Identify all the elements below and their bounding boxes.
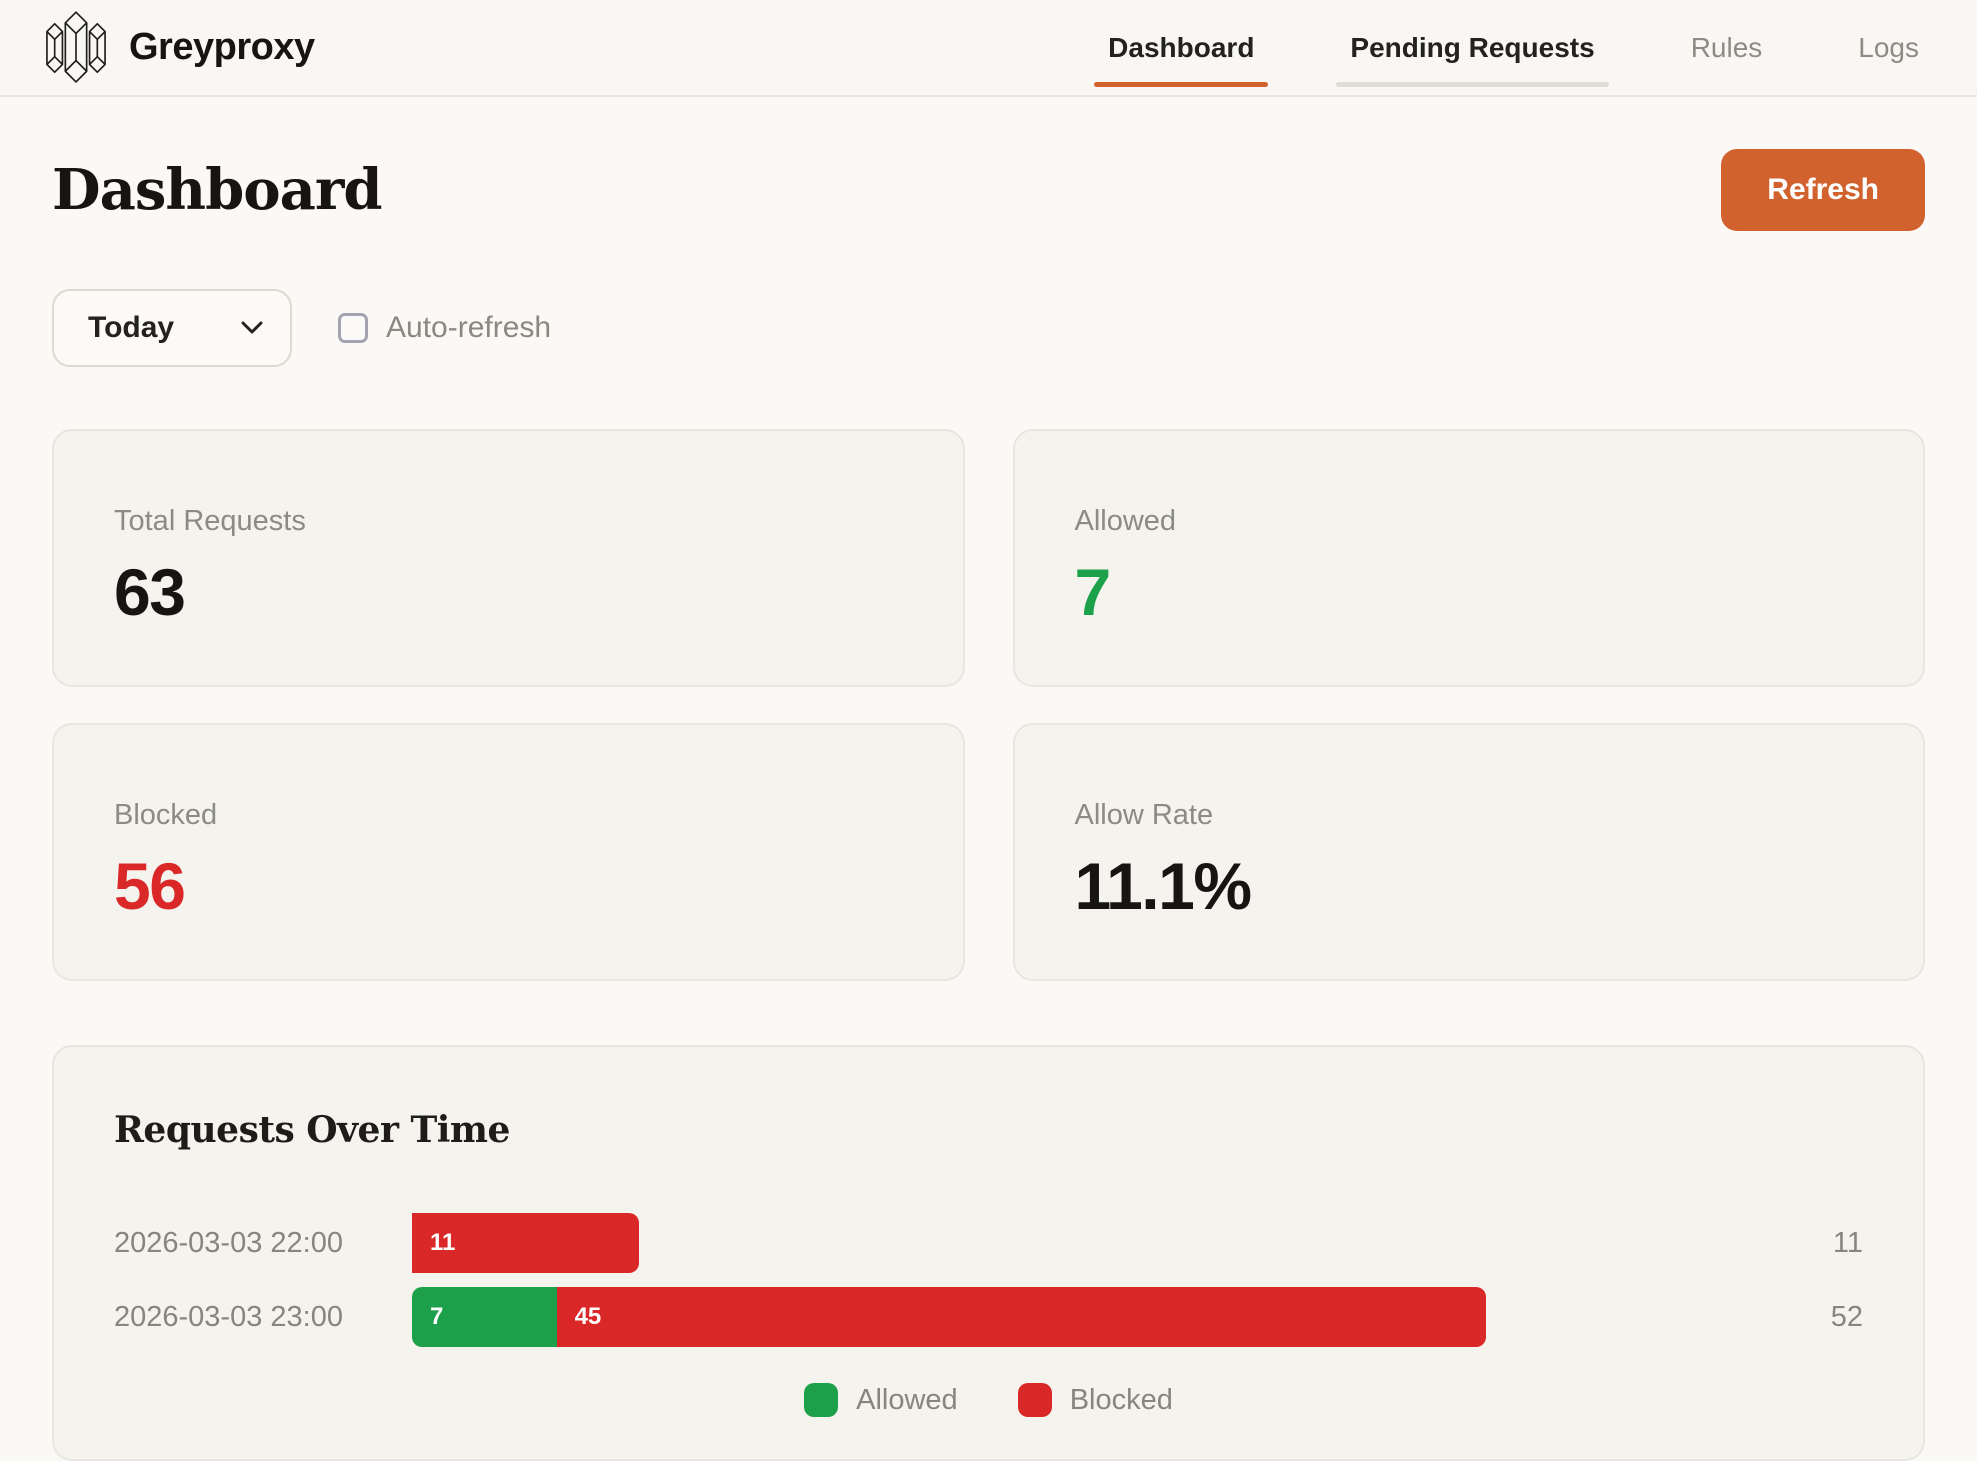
time-range-selected-value: Today — [88, 311, 175, 344]
stat-label: Blocked — [114, 799, 218, 831]
auto-refresh-checkbox[interactable] — [338, 313, 368, 343]
nav-item-label: Dashboard — [1108, 31, 1255, 63]
legend-item-allowed: Allowed — [804, 1383, 958, 1417]
stat-value: 63 — [114, 555, 186, 629]
allowed-legend-swatch — [804, 1383, 839, 1417]
top-navigation-bar: Greyproxy Dashboard Pending Requests Rul… — [0, 0, 1977, 97]
segment-value: 11 — [430, 1229, 456, 1256]
stat-label: Total Requests — [114, 505, 306, 537]
bar-row-label: 2026-03-03 22:00 — [114, 1226, 343, 1259]
chart-legend: Allowed Blocked — [114, 1383, 1863, 1429]
allowed-bar-segment: 7 — [412, 1287, 557, 1347]
legend-label: Allowed — [856, 1383, 958, 1416]
nav-item-logs[interactable]: Logs — [1858, 0, 1919, 95]
segment-value: 7 — [430, 1303, 444, 1330]
auto-refresh-label: Auto-refresh — [386, 311, 552, 344]
bar-chart: 2026-03-03 22:00 11 11 2026-03-03 23:00 … — [114, 1213, 1863, 1347]
legend-item-blocked: Blocked — [1017, 1383, 1173, 1417]
brand-home-link[interactable]: Greyproxy — [45, 10, 315, 86]
bar-track: 7 45 — [412, 1287, 1486, 1347]
nav-item-pending-requests[interactable]: Pending Requests — [1336, 0, 1609, 95]
dashboard-controls: Today Auto-refresh — [52, 289, 1925, 367]
nav-item-label: Pending Requests — [1350, 31, 1595, 63]
stat-value: 11.1% — [1074, 849, 1252, 923]
nav-item-label: Rules — [1690, 31, 1763, 63]
brand-name: Greyproxy — [129, 26, 315, 68]
stat-card-allow-rate: Allow Rate 11.1% — [1012, 723, 1925, 981]
main-nav: Dashboard Pending Requests Rules Logs — [1012, 0, 1919, 95]
bar-row-22-00: 2026-03-03 22:00 11 11 — [114, 1213, 1863, 1273]
stat-card-blocked: Blocked 56 — [52, 723, 965, 981]
segment-value: 45 — [574, 1303, 602, 1330]
stat-card-allowed: Allowed 7 — [1012, 429, 1925, 687]
bar-row-label: 2026-03-03 23:00 — [114, 1300, 343, 1333]
bar-row-total: 52 — [1830, 1300, 1863, 1333]
stat-value: 7 — [1074, 555, 1112, 629]
main-content: Dashboard Refresh Today Auto-refresh Tot… — [0, 149, 1977, 1461]
active-tab-underline — [1094, 82, 1269, 87]
bar-track: 11 — [412, 1213, 1486, 1273]
chart-title: Requests Over Time — [114, 1109, 510, 1151]
nav-item-dashboard[interactable]: Dashboard — [1094, 0, 1269, 95]
stat-label: Allow Rate — [1074, 799, 1214, 831]
time-range-select[interactable]: Today — [52, 289, 292, 367]
stat-value: 56 — [114, 849, 186, 923]
stat-label: Allowed — [1074, 505, 1177, 537]
stat-card-total-requests: Total Requests 63 — [52, 429, 965, 687]
greyproxy-logo-icon — [45, 10, 107, 86]
hover-tab-underline — [1336, 82, 1609, 87]
legend-label: Blocked — [1069, 1383, 1173, 1416]
refresh-button[interactable]: Refresh — [1721, 149, 1925, 231]
bar-row-23-00: 2026-03-03 23:00 7 45 52 — [114, 1287, 1863, 1347]
blocked-bar-segment: 45 — [556, 1287, 1486, 1347]
blocked-legend-swatch — [1017, 1383, 1052, 1417]
blocked-bar-segment: 11 — [412, 1213, 640, 1273]
page-title: Dashboard — [52, 157, 383, 223]
page-header-row: Dashboard Refresh — [52, 149, 1925, 231]
chevron-down-icon — [240, 320, 264, 336]
bar-row-total: 11 — [1832, 1226, 1863, 1259]
nav-item-rules[interactable]: Rules — [1691, 0, 1763, 95]
stat-cards-grid: Total Requests 63 Allowed 7 Blocked 56 A… — [52, 429, 1925, 981]
nav-item-label: Logs — [1858, 31, 1919, 63]
requests-over-time-card: Requests Over Time 2026-03-03 22:00 11 1… — [52, 1045, 1925, 1461]
